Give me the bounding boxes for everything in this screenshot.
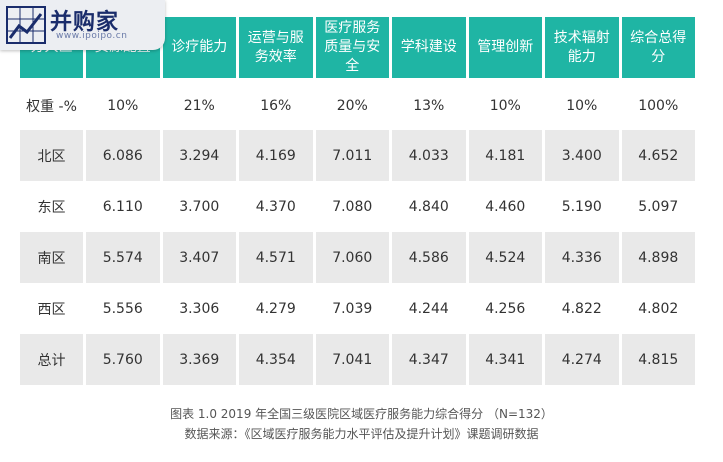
table-cell: 21%	[183, 98, 215, 114]
table-cell: 7.039	[332, 300, 373, 317]
table-cell: 4.370	[255, 198, 296, 215]
logo-url: www.ipoipo.cn	[56, 31, 128, 41]
table-cell: 7.080	[332, 198, 373, 215]
table-cell: 总计	[20, 334, 83, 385]
table-row-total: 总计 5.760 3.369 4.354 7.041 4.347 4.341 4…	[20, 334, 695, 385]
table-cell: 10%	[566, 98, 598, 114]
table-cell: 6.110	[102, 198, 143, 215]
table-cell: 6.086	[86, 130, 160, 181]
table-cell: 西区	[37, 301, 66, 318]
table-cell: 3.407	[162, 232, 236, 283]
caption-title: 图表 1.0 2019 年全国三级医院区域医疗服务能力综合得分 （N=132）	[170, 407, 553, 421]
table-cell: 5.760	[86, 334, 160, 385]
table-cell: 5.574	[86, 232, 160, 283]
table-cell: 5.556	[102, 300, 143, 317]
figure-caption: 图表 1.0 2019 年全国三级医院区域医疗服务能力综合得分 （N=132） …	[0, 404, 723, 444]
table-cell: 20%	[336, 98, 368, 114]
table-cell: 4.347	[392, 334, 466, 385]
table-cell: 10%	[107, 98, 139, 114]
table-cell: 4.244	[408, 300, 449, 317]
table-row-south: 南区 5.574 3.407 4.571 7.060 4.586 4.524 4…	[20, 232, 695, 283]
table-cell: 3.400	[545, 130, 619, 181]
watermark-logo: 并购家 www.ipoipo.cn	[0, 0, 165, 50]
table-cell: 4.336	[545, 232, 619, 283]
score-table-container: 分大区 资源配置 诊疗能力 运营与服务效率 医疗服务质量与安全 学科建设 管理创…	[17, 17, 697, 385]
table-cell: 权重 -%	[26, 99, 77, 115]
header-quality: 医疗服务质量与安全	[315, 17, 389, 82]
table-row-west: 西区 5.556 3.306 4.279 7.039 4.244 4.256 4…	[20, 283, 695, 334]
table-cell: 4.341	[468, 334, 542, 385]
table-cell: 4.586	[392, 232, 466, 283]
table-cell: 4.652	[621, 130, 695, 181]
table-cell: 10%	[489, 98, 521, 114]
header-total: 综合总得分	[621, 17, 695, 82]
table-cell: 4.524	[468, 232, 542, 283]
header-operations: 运营与服务效率	[239, 17, 313, 82]
table-cell: 4.802	[638, 300, 679, 317]
table-cell: 4.169	[239, 130, 313, 181]
table-cell: 北区	[20, 130, 83, 181]
table-cell: 4.460	[485, 198, 526, 215]
table-cell: 4.181	[468, 130, 542, 181]
header-diagnosis: 诊疗能力	[162, 17, 236, 82]
caption-source: 数据来源：《区域医疗服务能力水平评估及提升计划》课题调研数据	[184, 427, 539, 441]
table-cell: 3.369	[162, 334, 236, 385]
table-cell: 3.700	[179, 198, 220, 215]
score-table: 分大区 资源配置 诊疗能力 运营与服务效率 医疗服务质量与安全 学科建设 管理创…	[17, 17, 698, 385]
table-cell: 7.041	[315, 334, 389, 385]
table-cell: 南区	[20, 232, 83, 283]
table-cell: 4.256	[485, 300, 526, 317]
table-cell: 4.354	[239, 334, 313, 385]
header-management: 管理创新	[468, 17, 542, 82]
table-cell: 4.815	[621, 334, 695, 385]
table-cell: 5.097	[638, 198, 679, 215]
table-cell: 5.190	[561, 198, 602, 215]
chart-logo-icon	[6, 6, 46, 44]
header-discipline: 学科建设	[392, 17, 466, 82]
table-cell: 4.571	[239, 232, 313, 283]
table-row-weight: 权重 -% 10% 21% 16% 20% 13% 10% 10% 100%	[20, 82, 695, 130]
table-cell: 7.011	[315, 130, 389, 181]
table-cell: 3.294	[162, 130, 236, 181]
table-cell: 4.274	[545, 334, 619, 385]
table-cell: 3.306	[179, 300, 220, 317]
table-cell: 16%	[260, 98, 292, 114]
header-tech: 技术辐射能力	[545, 17, 619, 82]
table-cell: 7.060	[315, 232, 389, 283]
table-row-east: 东区 6.110 3.700 4.370 7.080 4.840 4.460 5…	[20, 181, 695, 232]
logo-name: 并购家	[50, 10, 120, 35]
table-cell: 东区	[37, 199, 66, 216]
table-cell: 4.822	[561, 300, 602, 317]
table-cell: 4.898	[621, 232, 695, 283]
table-cell: 4.033	[392, 130, 466, 181]
table-row-north: 北区 6.086 3.294 4.169 7.011 4.033 4.181 3…	[20, 130, 695, 181]
table-cell: 4.279	[255, 300, 296, 317]
table-cell: 13%	[413, 98, 445, 114]
table-cell: 4.840	[408, 198, 449, 215]
table-cell: 100%	[638, 98, 679, 114]
